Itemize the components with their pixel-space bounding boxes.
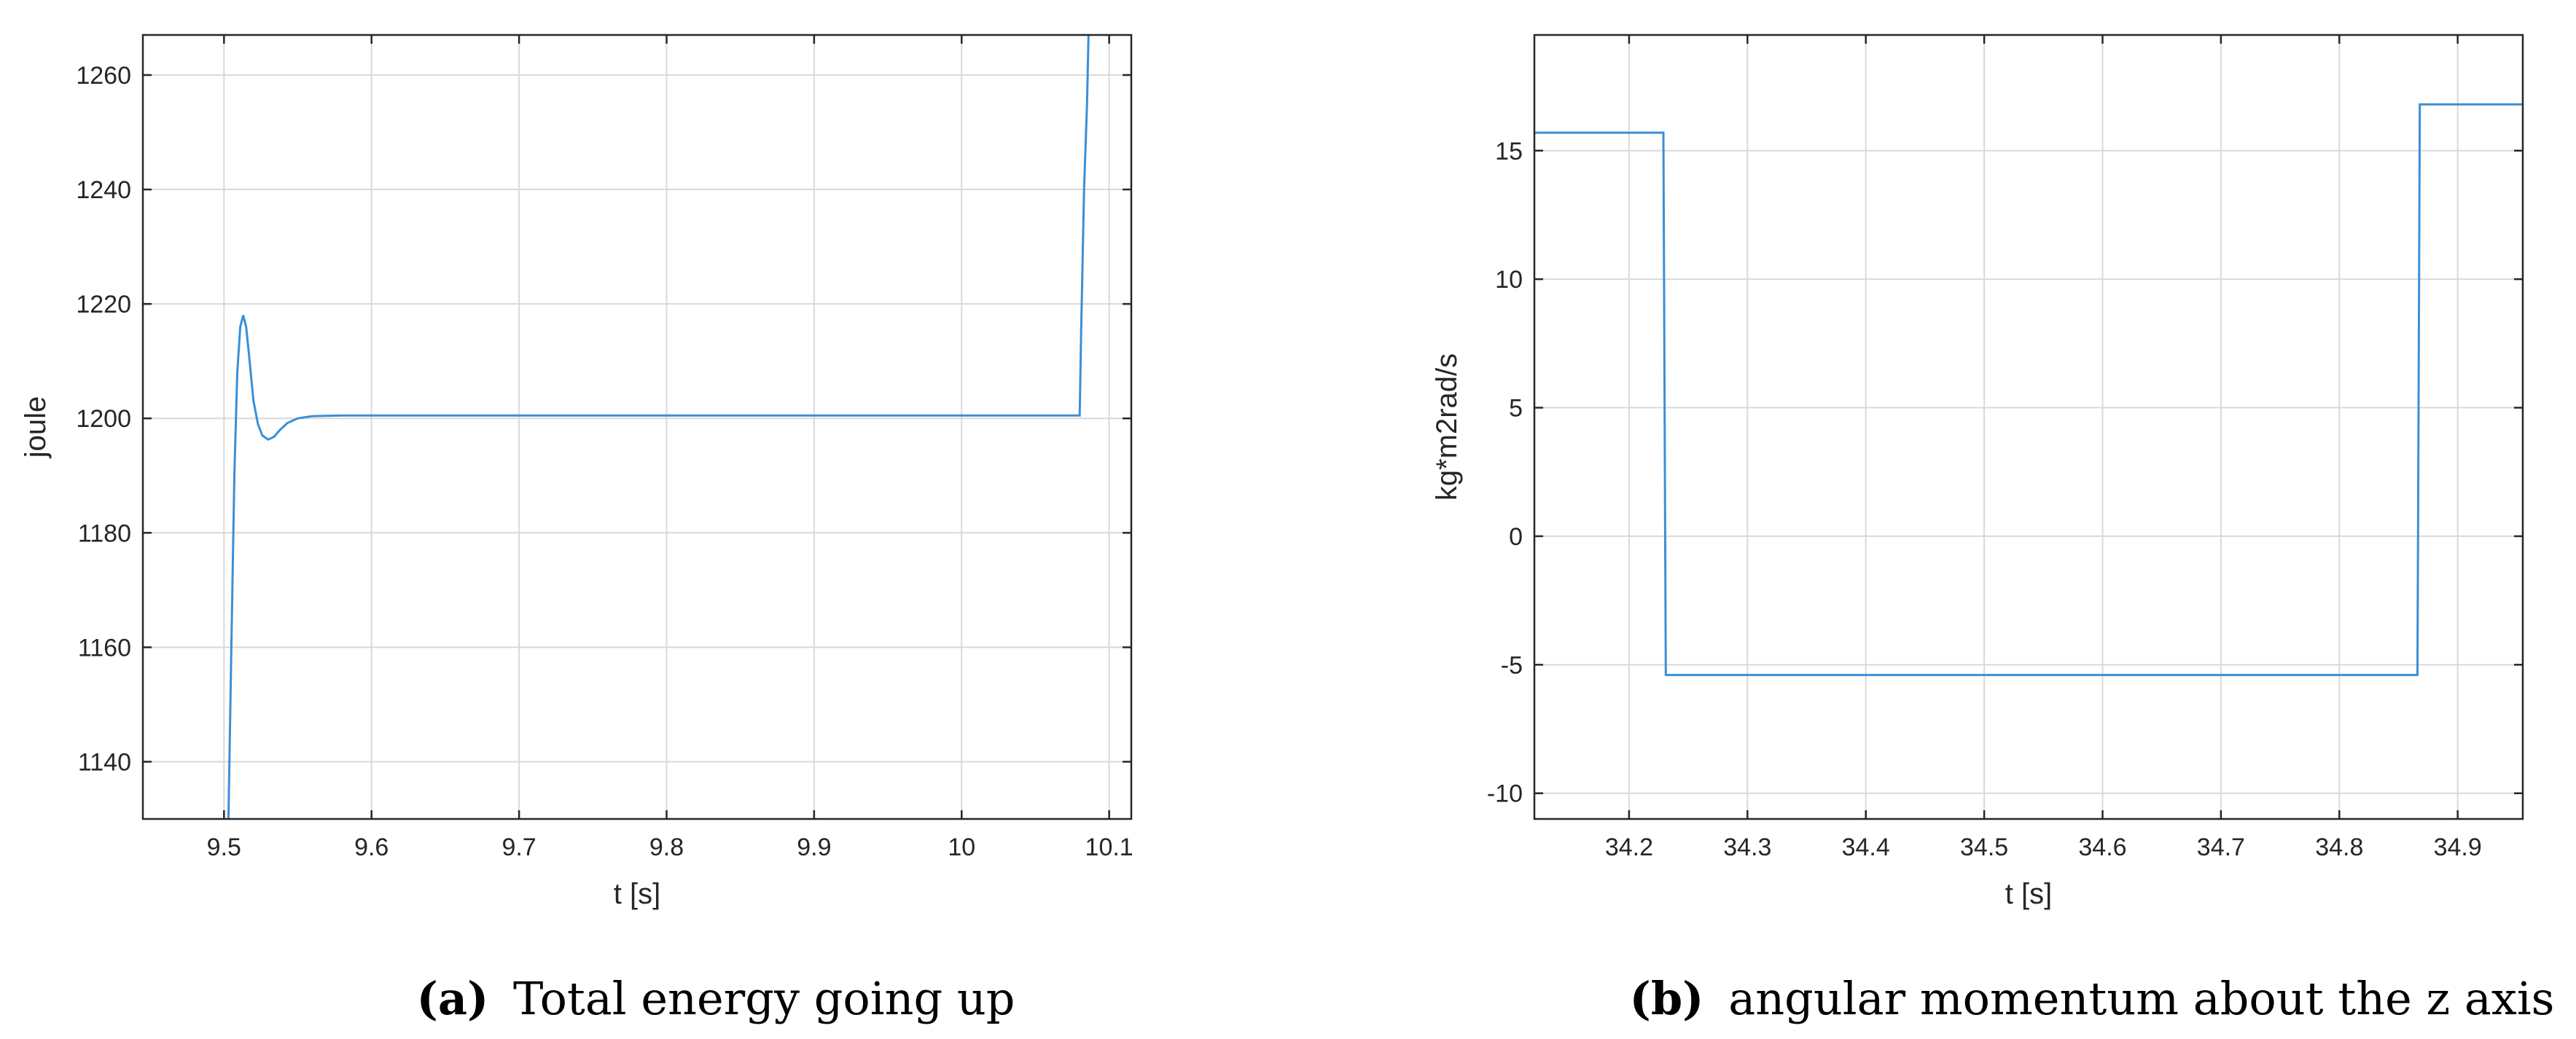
a-x-axis-label: t [s] <box>614 878 660 910</box>
a-y-tick-label: 1240 <box>76 176 131 204</box>
a-x-tick-label: 10.1 <box>1085 834 1133 861</box>
b-x-tick-label: 34.4 <box>1842 834 1890 861</box>
caption-a-tag: (a) <box>416 972 488 1025</box>
b-y-tick-label: 10 <box>1495 266 1523 294</box>
a-y-tick-label: 1220 <box>76 291 131 318</box>
b-x-axis-label: t [s] <box>2005 878 2052 910</box>
b-x-tick-label: 34.8 <box>2315 834 2363 861</box>
a-y-tick-label: 1200 <box>76 405 131 433</box>
b-y-axis-label: kg*m2rad/s <box>1431 353 1463 501</box>
chart-a-total-energy: 9.5 9.6 9.7 9.8 9.9 10 10.1 1140 1160 1180 1200 122… <box>20 34 1133 910</box>
caption-b: (b) angular momentum about the z axis <box>1629 972 2554 1025</box>
chart-b-angular-momentum: 34.2 34.3 34.4 34.5 34.6 34.7 34.8 34.9 -10 -5 0 5 1… <box>1431 34 2524 910</box>
a-y-tick-label: 1260 <box>76 62 131 90</box>
a-x-tick-label: 10 <box>948 834 975 861</box>
b-x-tick-label: 34.7 <box>2197 834 2245 861</box>
b-axes-box <box>1533 34 2524 820</box>
caption-b-tag: (b) <box>1629 972 1703 1025</box>
b-x-tick-label: 34.6 <box>2078 834 2126 861</box>
b-y-tick-label: 0 <box>1509 523 1523 551</box>
b-y-tick-label: -10 <box>1487 780 1523 808</box>
b-x-tick-label: 34.5 <box>1960 834 2008 861</box>
b-series-line <box>1534 103 2523 676</box>
b-x-tick-label: 34.2 <box>1605 834 1653 861</box>
a-axes-box <box>141 34 1133 820</box>
a-y-axis-label: joule <box>20 396 52 459</box>
a-y-tick-label: 1160 <box>78 634 131 662</box>
a-y-tick-label: 1140 <box>78 748 131 776</box>
caption-a: (a) Total energy going up <box>416 972 1015 1025</box>
a-plot-area <box>143 35 1131 819</box>
b-x-tick-label: 34.3 <box>1723 834 1771 861</box>
b-y-tick-label: 5 <box>1509 395 1523 423</box>
a-x-tick-label: 9.9 <box>797 834 831 861</box>
a-x-tick-label: 9.5 <box>207 834 241 861</box>
b-y-tick-label: -5 <box>1501 651 1523 679</box>
b-x-tick-label: 34.9 <box>2434 834 2482 861</box>
a-series-line <box>227 35 1090 819</box>
a-x-tick-label: 9.7 <box>501 834 536 861</box>
a-x-tick-label: 9.6 <box>354 834 389 861</box>
a-y-tick-label: 1180 <box>78 520 131 547</box>
caption-b-text: angular momentum about the z axis <box>1728 972 2554 1025</box>
b-plot-area <box>1534 35 2523 819</box>
caption-a-text: Total energy going up <box>513 972 1015 1025</box>
b-y-tick-label: 15 <box>1495 138 1523 165</box>
a-x-tick-label: 9.8 <box>649 834 684 861</box>
